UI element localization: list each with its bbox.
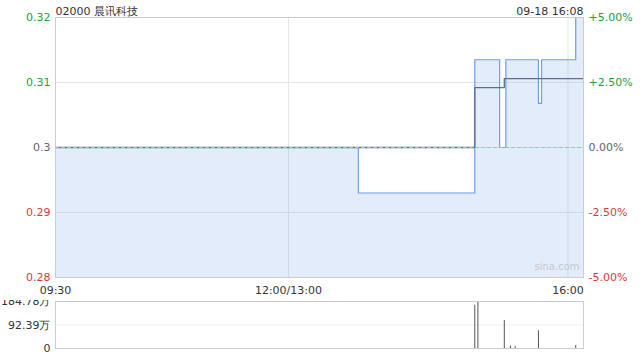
svg-text:0.3: 0.3 — [33, 141, 51, 154]
svg-text:0.00%: 0.00% — [589, 141, 624, 154]
svg-text:09:30: 09:30 — [40, 284, 72, 297]
svg-text:+5.00%: +5.00% — [589, 11, 633, 24]
svg-text:02000 晨讯科技: 02000 晨讯科技 — [56, 5, 139, 18]
svg-text:-5.00%: -5.00% — [589, 271, 628, 284]
svg-text:0: 0 — [44, 342, 51, 355]
svg-text:0.29: 0.29 — [26, 206, 51, 219]
svg-text:09-18 16:08: 09-18 16:08 — [516, 5, 583, 18]
svg-text:184.78万: 184.78万 — [1, 300, 51, 308]
svg-text:92.39万: 92.39万 — [8, 319, 51, 332]
svg-text:16:00: 16:00 — [552, 284, 584, 297]
svg-text:sina.com: sina.com — [535, 261, 580, 272]
svg-text:-2.50%: -2.50% — [589, 206, 628, 219]
svg-text:0.31: 0.31 — [26, 76, 51, 89]
svg-text:12:00/13:00: 12:00/13:00 — [255, 284, 322, 297]
svg-text:+2.50%: +2.50% — [589, 76, 633, 89]
svg-text:0.32: 0.32 — [26, 11, 51, 24]
svg-text:0.28: 0.28 — [26, 271, 51, 284]
